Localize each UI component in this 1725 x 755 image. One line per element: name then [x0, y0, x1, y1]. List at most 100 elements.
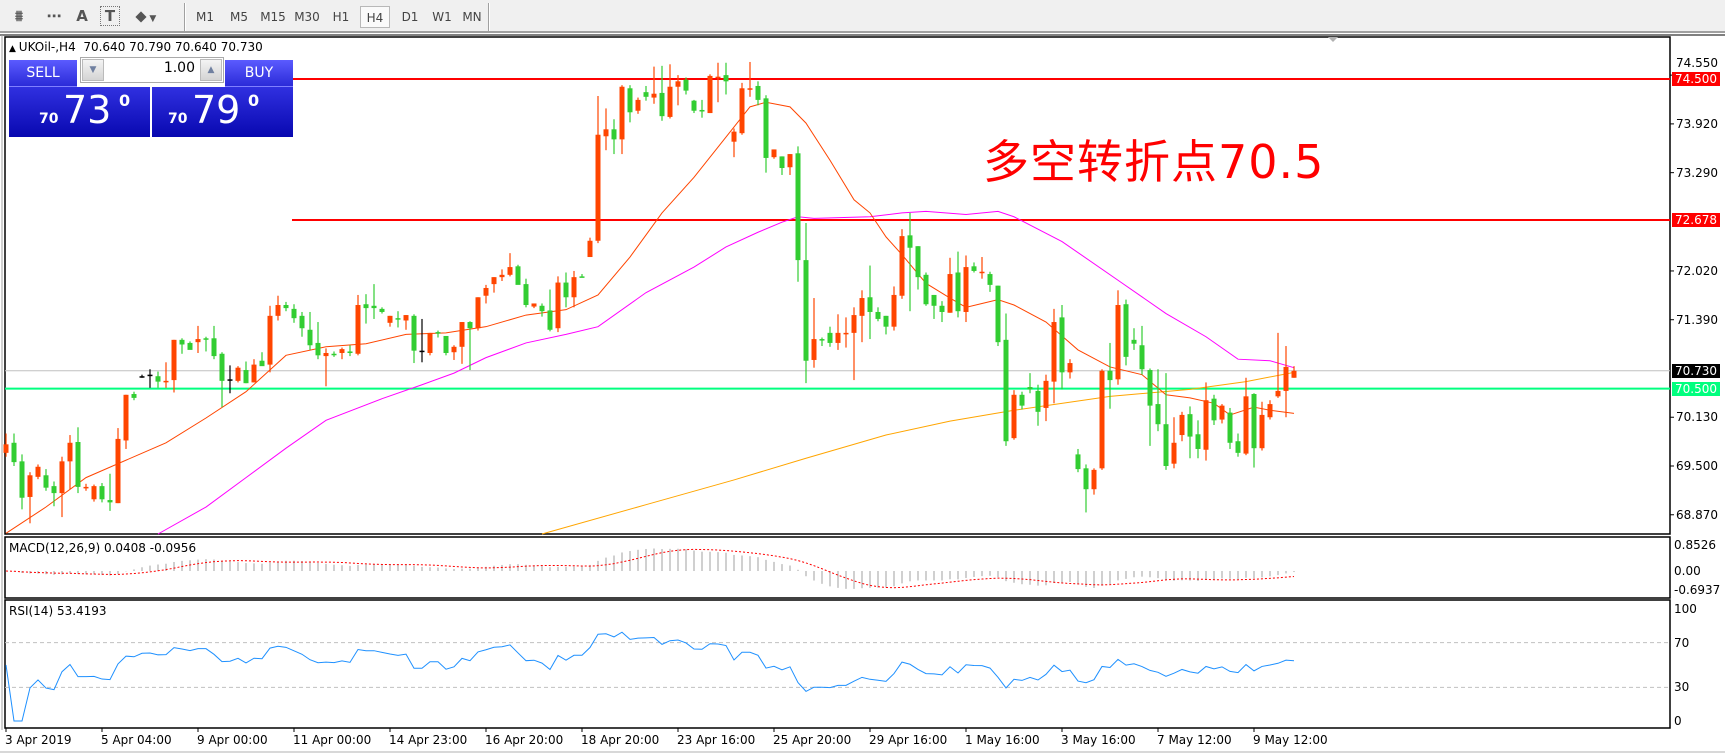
candle-body: [1211, 398, 1217, 421]
candle-body: [35, 466, 41, 477]
price-axis-label: 73.290: [1676, 165, 1718, 180]
price-axis-label: 72.020: [1676, 263, 1718, 278]
candle-body: [83, 486, 89, 489]
candle-body: [1035, 390, 1041, 412]
candle-body: [507, 267, 513, 275]
timeframe-mn[interactable]: MN: [462, 10, 482, 24]
timeframe-d1[interactable]: D1: [401, 10, 419, 24]
lot-size-value[interactable]: 1.00: [163, 60, 195, 76]
candle-body: [323, 352, 329, 357]
candle-body: [3, 444, 9, 453]
candle-body: [979, 271, 985, 274]
candle-body: [283, 305, 289, 309]
timeframe-m30[interactable]: M30: [294, 10, 320, 24]
candle-body: [827, 332, 833, 343]
timeframe-h4[interactable]: H4: [360, 6, 390, 28]
candle-body: [1171, 442, 1177, 464]
candle-body: [1123, 304, 1129, 357]
candle-body: [475, 297, 481, 329]
candle-body: [275, 305, 281, 316]
timeframe-h1[interactable]: H1: [332, 10, 350, 24]
price-axis-label: 68.870: [1676, 507, 1718, 522]
date-axis-label: 11 Apr 00:00: [293, 733, 372, 747]
candle-body: [355, 305, 361, 354]
timeframe-m1[interactable]: M1: [196, 10, 214, 24]
buy-button[interactable]: BUY: [225, 60, 293, 87]
elliott-wave-icon[interactable]: ⩩: [14, 7, 23, 25]
candle-body: [891, 294, 897, 327]
candle-body: [1267, 404, 1273, 418]
timeframe-m5[interactable]: M5: [230, 10, 248, 24]
arrows-dropdown-icon[interactable]: ⬥ ▼: [130, 4, 162, 28]
arrow-icon: ⬥: [135, 7, 147, 25]
lot-size-input[interactable]: ▼ 1.00 ▲: [80, 57, 224, 83]
candle-body: [451, 346, 457, 353]
candle-body: [1187, 414, 1193, 437]
sell-price[interactable]: 70 73 0: [9, 87, 150, 137]
fibonacci-grid-icon[interactable]: ⋯: [46, 7, 62, 25]
date-axis-label: 1 May 16:00: [965, 733, 1040, 747]
candle-body: [1275, 390, 1281, 397]
symbol-ohlc: UKOil-,H4 70.640 70.790 70.640 70.730: [18, 40, 263, 54]
candle-body: [1291, 370, 1297, 378]
candle-body: [539, 305, 545, 312]
buy-price[interactable]: 70 79 0: [152, 87, 293, 137]
text-label-icon[interactable]: T: [100, 6, 120, 26]
date-axis-label: 29 Apr 16:00: [869, 733, 948, 747]
rsi-axis-label: 70: [1674, 635, 1690, 650]
moving-average-fast: [5, 101, 1295, 534]
candle-body: [915, 246, 921, 278]
candle-body: [147, 374, 153, 377]
candle-body: [683, 79, 689, 91]
buy-price-prefix: 70: [168, 111, 188, 127]
timeframe-m15[interactable]: M15: [260, 10, 286, 24]
candle-body: [995, 285, 1001, 343]
candle-body: [267, 315, 273, 365]
candle-body: [755, 85, 761, 100]
candle-body: [1027, 387, 1033, 390]
collapse-triangle-icon[interactable]: ▲: [9, 44, 19, 54]
symbol-header: ▲ UKOil-,H4 70.640 70.790 70.640 70.730: [9, 40, 263, 54]
date-axis-label: 9 May 12:00: [1253, 733, 1328, 747]
chevron-down-icon: ▼: [146, 14, 157, 24]
candle-body: [219, 353, 225, 381]
sell-button[interactable]: SELL: [9, 60, 77, 87]
candle-body: [1003, 339, 1009, 442]
increase-lots-button[interactable]: ▲: [200, 59, 222, 81]
date-axis-label: 3 May 16:00: [1061, 733, 1136, 747]
candle-body: [1203, 400, 1209, 450]
macd-label: MACD(12,26,9) 0.0408 -0.0956: [9, 541, 197, 555]
candle-body: [923, 274, 929, 305]
timeframe-w1[interactable]: W1: [432, 10, 452, 24]
text-icon[interactable]: A: [76, 7, 88, 25]
candle-body: [19, 461, 25, 498]
candle-body: [1155, 404, 1161, 425]
candle-body: [155, 376, 161, 382]
date-axis-label: 9 Apr 00:00: [197, 733, 268, 747]
candle-body: [939, 305, 945, 312]
candle-body: [427, 332, 433, 353]
candle-body: [947, 274, 953, 313]
sell-price-point: 0: [119, 91, 131, 110]
buy-price-point: 0: [248, 91, 260, 110]
candle-body: [115, 438, 121, 504]
candle-body: [515, 266, 521, 285]
rsi-axis-label: 100: [1674, 602, 1697, 616]
candle-body: [1011, 394, 1017, 439]
toolbar: ⩩ ⋯ A T ⬥ ▼ M1 M5 M15 M30 H1 H4 D1 W1 MN: [0, 0, 1725, 33]
candle-body: [251, 364, 257, 383]
candle-body: [859, 298, 865, 316]
price-line-tag: 70.500: [1672, 381, 1720, 396]
candle-body: [43, 475, 49, 488]
candle-body: [435, 332, 441, 334]
candle-body: [171, 339, 177, 381]
candle-body: [899, 236, 905, 296]
candle-body: [1043, 380, 1049, 408]
candle-body: [91, 486, 97, 500]
candle-body: [651, 93, 657, 98]
candle-body: [795, 153, 801, 261]
candle-body: [203, 338, 209, 340]
decrease-lots-button[interactable]: ▼: [82, 59, 104, 81]
macd-axis-label: 0.8526: [1674, 538, 1716, 552]
